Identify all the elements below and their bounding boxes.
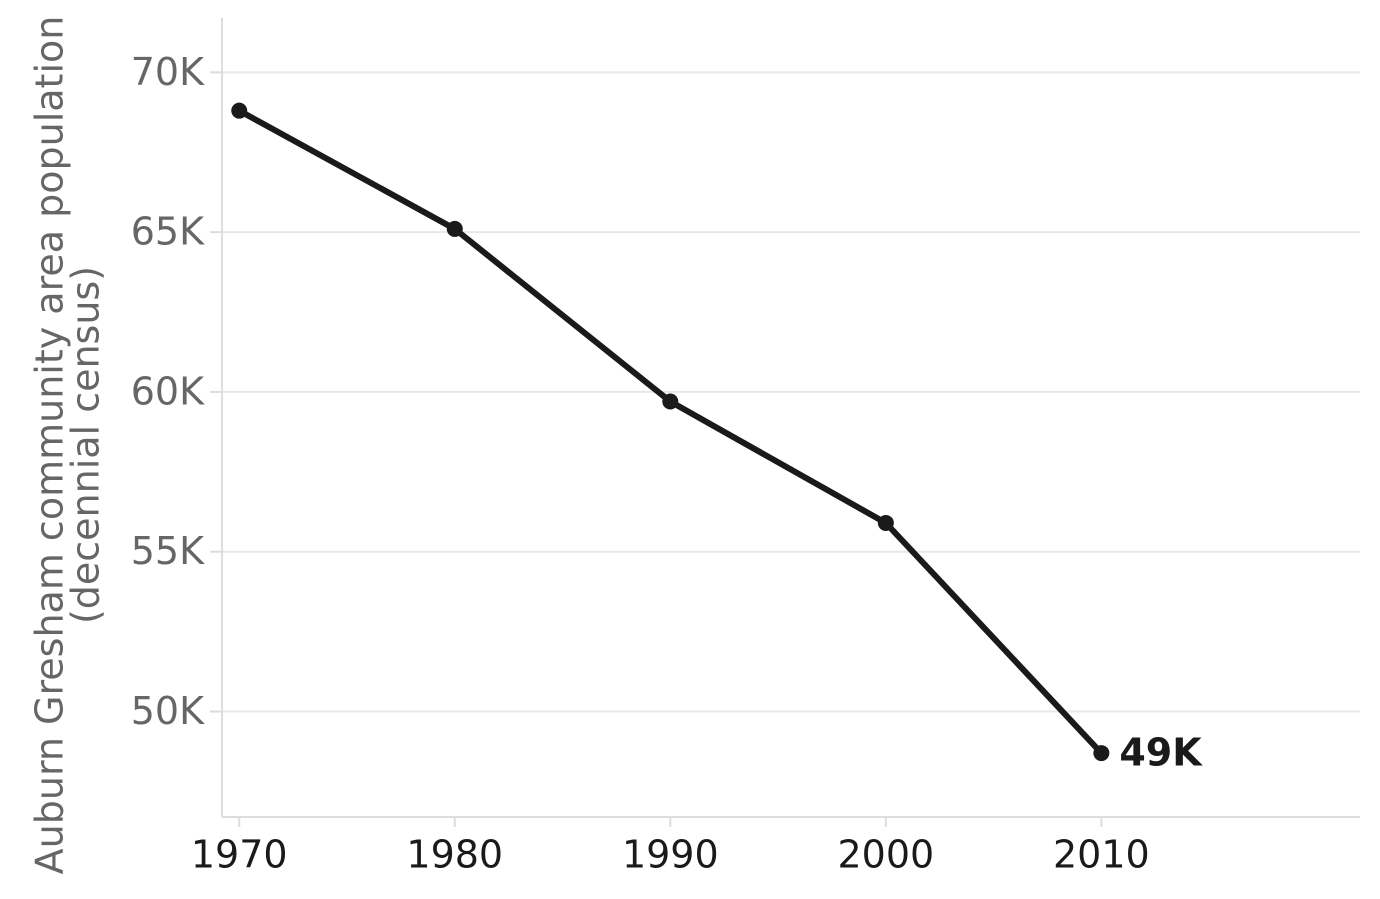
y-tick-label: 65K [131, 210, 205, 254]
x-tick-label: 1970 [191, 833, 288, 877]
y-axis-title-line: (decennial census) [64, 266, 108, 624]
data-line [237, 108, 1104, 756]
data-point [446, 220, 463, 237]
x-tick-label: 1990 [622, 833, 719, 877]
x-tick-label: 2010 [1053, 833, 1150, 877]
y-tick-label: 55K [131, 529, 205, 573]
data-point [231, 102, 248, 119]
value-label: 49K [1119, 731, 1203, 775]
x-tick-label: 1980 [406, 833, 503, 877]
y-tick-label: 70K [131, 50, 205, 94]
data-point [1093, 745, 1110, 762]
y-tick-label: 50K [131, 689, 205, 733]
y-axis-title-line: Auburn Gresham community area population [28, 16, 72, 875]
data-point [662, 393, 679, 410]
x-tick-label: 2000 [837, 833, 934, 877]
y-tick-label: 60K [131, 369, 205, 413]
data-point [877, 514, 894, 531]
y-axis-title: Auburn Gresham community area population… [28, 16, 108, 875]
